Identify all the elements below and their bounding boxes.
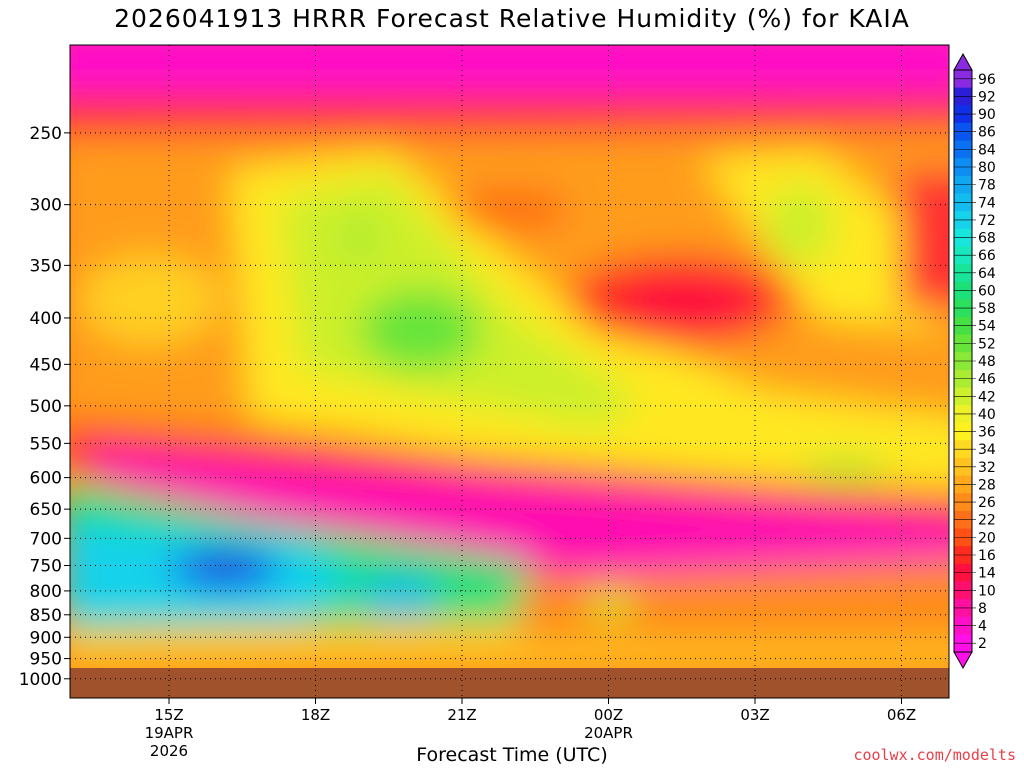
colorbar-label: 8	[978, 601, 987, 617]
colorbar-label: 90	[978, 107, 996, 123]
y-tick-label: 250	[30, 124, 62, 144]
rh-field	[70, 45, 949, 698]
colorbar-label: 48	[978, 354, 996, 370]
x-date-label: 20APR	[584, 724, 633, 742]
colorbar-label: 4	[978, 619, 987, 635]
colorbar-label: 2	[978, 636, 987, 652]
y-tick-label: 300	[30, 196, 62, 216]
y-tick-label: 350	[30, 256, 62, 276]
credit-link[interactable]: coolwx.com/modelts	[853, 746, 1016, 764]
y-tick-label: 650	[30, 500, 62, 520]
y-tick-label: 450	[30, 355, 62, 375]
y-tick-label: 850	[30, 606, 62, 626]
colorbar-label: 60	[978, 283, 996, 299]
colorbar-label: 20	[978, 530, 996, 546]
colorbar-label: 58	[978, 301, 996, 317]
y-tick-label: 800	[30, 582, 62, 602]
x-tick-label: 15Z	[154, 706, 183, 724]
colorbar-label: 46	[978, 372, 996, 388]
colorbar-label: 86	[978, 125, 996, 141]
colorbar-label: 66	[978, 248, 996, 264]
x-date-label: 2026	[150, 742, 188, 760]
colorbar-label: 80	[978, 160, 996, 176]
colorbar-label: 74	[978, 195, 996, 211]
colorbar-arrow-bottom	[953, 651, 973, 670]
colorbar-label: 78	[978, 178, 996, 194]
colorbar-label: 26	[978, 495, 996, 511]
colorbar-label: 52	[978, 336, 996, 352]
y-tick-label: 900	[30, 628, 62, 648]
y-tick-label: 950	[30, 650, 62, 670]
y-tick-label: 1000	[19, 670, 62, 690]
colorbar-label: 32	[978, 460, 996, 476]
colorbar-label: 22	[978, 513, 996, 529]
y-tick-label: 750	[30, 556, 62, 576]
colorbar-arrow-top	[953, 52, 973, 71]
x-tick-label: 06Z	[887, 706, 916, 724]
terrain	[70, 668, 949, 698]
x-axis-title: Forecast Time (UTC)	[416, 744, 608, 766]
colorbar-label: 36	[978, 425, 996, 441]
colorbar-label: 14	[978, 566, 996, 582]
x-date-label: 19APR	[145, 724, 194, 742]
x-tick-label: 18Z	[301, 706, 330, 724]
y-tick-label: 700	[30, 529, 62, 549]
y-tick-label: 400	[30, 309, 62, 329]
colorbar-label: 64	[978, 266, 996, 282]
colorbar-label: 34	[978, 442, 996, 458]
colorbar-label: 54	[978, 319, 996, 335]
chart-title: 2026041913 HRRR Forecast Relative Humidi…	[114, 4, 910, 33]
colorbar: 9692908684807874726866646058545248464240…	[953, 52, 996, 670]
plot-frame	[69, 44, 950, 699]
colorbar-label: 40	[978, 407, 996, 423]
x-tick-label: 03Z	[740, 706, 769, 724]
colorbar-label: 68	[978, 231, 996, 247]
y-axis: 2503003504004505005506006507007508008509…	[19, 124, 70, 690]
y-tick-label: 550	[30, 434, 62, 454]
colorbar-label: 28	[978, 477, 996, 493]
x-tick-label: 00Z	[594, 706, 623, 724]
colorbar-label: 16	[978, 548, 996, 564]
y-tick-label: 600	[30, 469, 62, 489]
colorbar-label: 92	[978, 89, 996, 105]
colorbar-label: 10	[978, 583, 996, 599]
colorbar-label: 96	[978, 72, 996, 88]
y-tick-label: 500	[30, 397, 62, 417]
colorbar-label: 72	[978, 213, 996, 229]
x-tick-label: 21Z	[447, 706, 476, 724]
colorbar-label: 84	[978, 142, 996, 158]
colorbar-label: 42	[978, 389, 996, 405]
